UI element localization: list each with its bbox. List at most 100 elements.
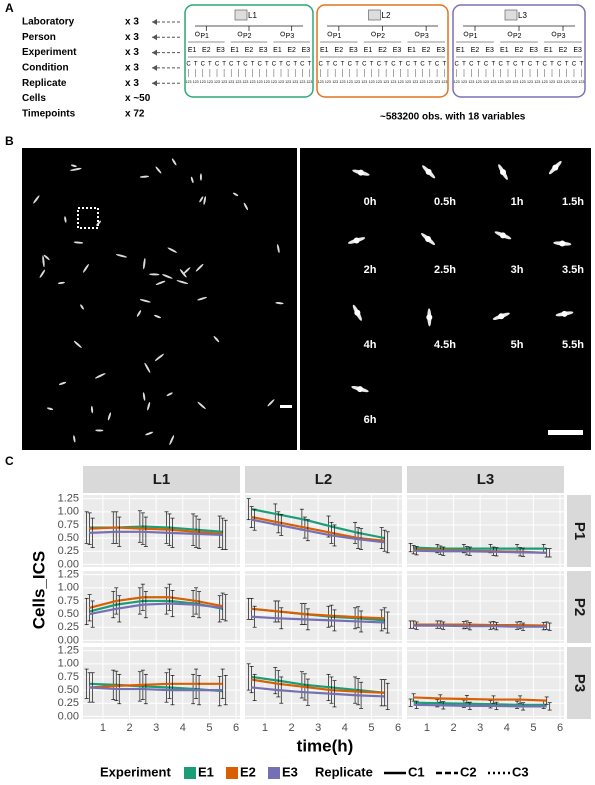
replicate-ids: 123 (186, 80, 192, 84)
person-name: P2 (377, 33, 386, 40)
series-line (251, 515, 385, 542)
replicate-ids: 123 (512, 80, 518, 84)
building-icon (368, 9, 381, 21)
condition-name: T (399, 62, 403, 68)
replicate-ids: 123 (520, 80, 526, 84)
panel-label: A (5, 1, 14, 15)
series-line (251, 675, 385, 694)
lab-box (316, 4, 449, 98)
replicate-ids: 123 (292, 80, 298, 84)
condition-name: C (435, 62, 440, 68)
timepoint-label: 3.5h (562, 264, 584, 276)
experiment-name: E2 (202, 47, 211, 54)
cell (70, 164, 77, 168)
y-tick-label: 0.25 (58, 697, 79, 709)
condition-name: T (355, 62, 359, 68)
condition-name: T (222, 62, 226, 68)
replicate-ids: 123 (441, 80, 447, 84)
timepoint-label: 0.5h (434, 196, 456, 208)
level-count: x 3 (125, 47, 139, 58)
y-tick-label: 0.25 (58, 545, 79, 557)
x-tick-label: 1 (424, 722, 430, 734)
cell (145, 431, 154, 436)
condition-name: C (484, 62, 489, 68)
series-line (89, 686, 223, 692)
experiment-name: E2 (471, 47, 480, 54)
cell (213, 335, 220, 343)
replicate-ids: 123 (271, 80, 277, 84)
condition-name: T (443, 62, 447, 68)
cell-body (499, 232, 506, 239)
condition-name: T (521, 62, 525, 68)
timepoint-label: 5h (511, 339, 524, 351)
replicate-ids: 123 (214, 80, 220, 84)
condition-name: T (293, 62, 297, 68)
x-tick-label: 3 (477, 722, 483, 734)
column-strip-label: L3 (477, 471, 495, 488)
condition-name: T (579, 62, 583, 68)
cell (64, 216, 67, 223)
replicate-ids: 123 (200, 80, 206, 84)
experiment-name: E3 (302, 47, 311, 54)
experiment-name: E1 (230, 47, 239, 54)
condition-name: C (318, 62, 323, 68)
condition-name: C (528, 62, 533, 68)
timepoint-label: 0h (364, 196, 377, 208)
cell-body (357, 386, 364, 393)
condition-name: C (215, 62, 220, 68)
cell (142, 392, 146, 401)
timepoint-label: 3h (511, 264, 524, 276)
cell (171, 158, 177, 166)
replicate-ids: 123 (505, 80, 511, 84)
replicate-ids: 123 (427, 80, 433, 84)
x-tick-label: 3 (153, 722, 159, 734)
experiment-name: E3 (393, 47, 402, 54)
experiment-name: E2 (287, 47, 296, 54)
person-name: P1 (469, 33, 478, 40)
cell-body (357, 169, 364, 176)
condition-name: C (420, 62, 425, 68)
replicate-ids: 123 (390, 80, 396, 84)
experiment-name: E1 (544, 47, 553, 54)
cell (277, 244, 280, 253)
series-line (413, 701, 547, 706)
cell-body (498, 313, 505, 320)
x-tick-label: 5 (368, 722, 374, 734)
replicate-ids: 123 (228, 80, 234, 84)
person-icon (237, 31, 243, 37)
replicate-ids: 123 (461, 80, 467, 84)
x-tick-label: 4 (504, 722, 510, 734)
cell (82, 263, 89, 273)
condition-name: T (326, 62, 330, 68)
dataset-note: ~583200 obs. with 18 variables (380, 112, 526, 123)
cell-body (354, 309, 361, 316)
series-line (89, 530, 223, 537)
plot-background (407, 495, 564, 567)
cell (154, 353, 164, 362)
condition-name: T (506, 62, 510, 68)
condition-name: T (565, 62, 569, 68)
series-line (413, 624, 547, 628)
strip (83, 466, 240, 493)
plot-background (245, 571, 402, 643)
replicate-ids: 123 (193, 80, 199, 84)
condition-name: C (572, 62, 577, 68)
cell (115, 254, 128, 258)
y-tick-label: 0.75 (58, 671, 79, 683)
series-line (89, 602, 223, 616)
zoom-box (77, 207, 99, 229)
replicate-ids: 123 (498, 80, 504, 84)
experiment-name: E2 (378, 47, 387, 54)
cell (139, 175, 150, 178)
lab-name: L3 (518, 11, 527, 20)
level-count: x 72 (125, 108, 145, 119)
cell (70, 167, 82, 171)
overview-image (22, 148, 297, 450)
replicate-ids: 123 (476, 80, 482, 84)
x-tick-label: 6 (233, 722, 239, 734)
cell (80, 304, 84, 310)
cell (73, 241, 84, 244)
x-tick-label: 4 (180, 722, 186, 734)
experiment-name: E1 (273, 47, 282, 54)
